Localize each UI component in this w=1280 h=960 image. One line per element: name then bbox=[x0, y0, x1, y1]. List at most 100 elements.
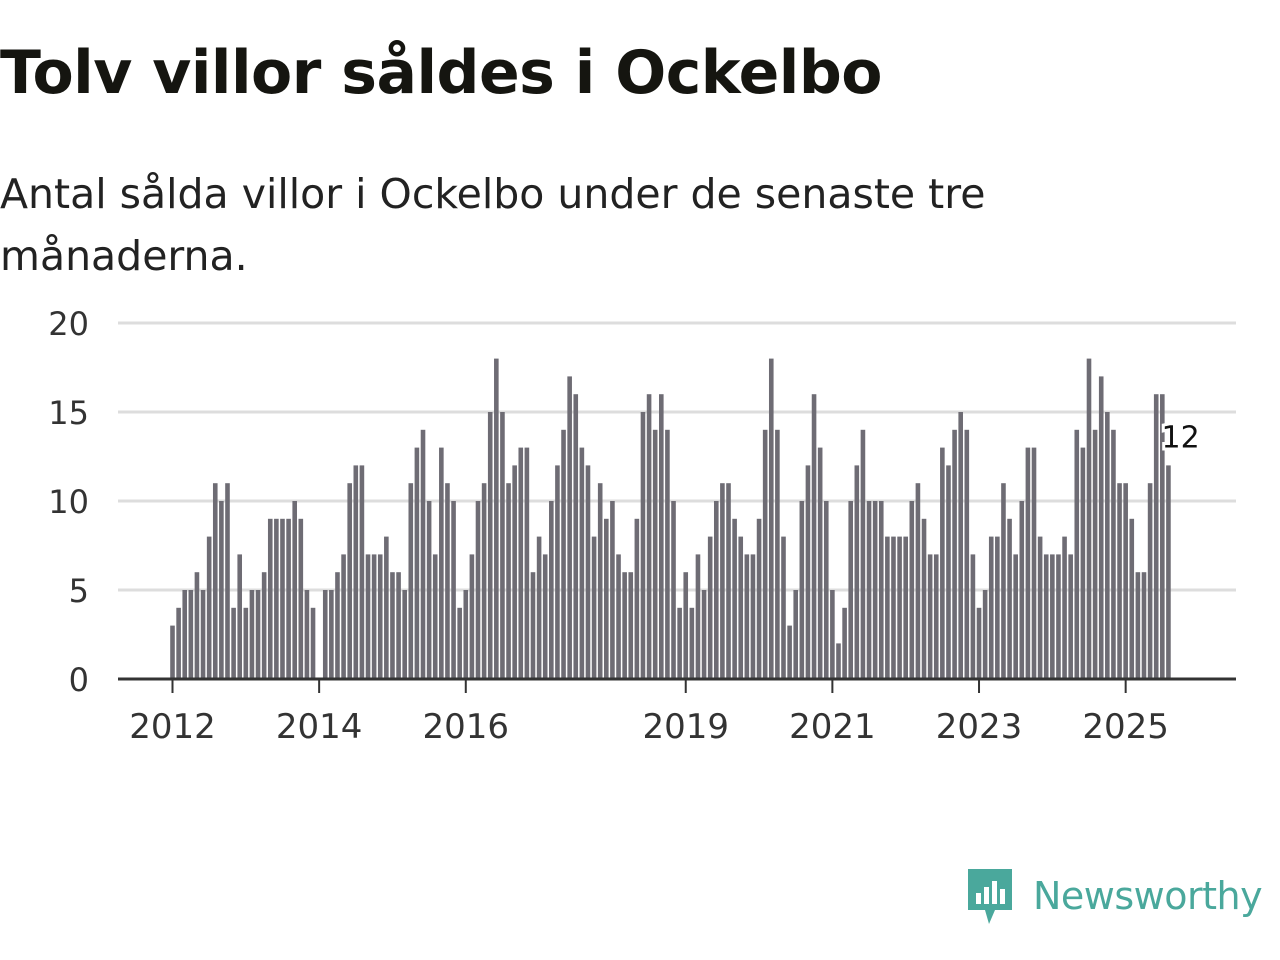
bar bbox=[451, 501, 456, 679]
bar bbox=[298, 518, 304, 679]
y-tick-label: 0 bbox=[69, 661, 89, 699]
bar bbox=[970, 554, 976, 679]
bar bbox=[402, 590, 407, 679]
bar bbox=[1123, 483, 1128, 679]
bar bbox=[225, 483, 230, 679]
bar bbox=[872, 501, 878, 679]
bar bbox=[1068, 554, 1073, 679]
x-tick-label: 2014 bbox=[276, 707, 363, 747]
y-axis-labels: 0 5 10 15 20 bbox=[48, 305, 89, 699]
bar bbox=[475, 501, 481, 679]
bar bbox=[445, 483, 450, 679]
bar bbox=[848, 501, 854, 679]
bar bbox=[555, 465, 560, 679]
bar bbox=[830, 590, 835, 679]
highlight-annotation: 12 bbox=[1159, 417, 1203, 458]
bar bbox=[1050, 554, 1055, 679]
bar bbox=[1013, 554, 1018, 679]
bar bbox=[384, 536, 389, 679]
bar bbox=[952, 429, 957, 679]
bar bbox=[1037, 536, 1043, 679]
bar bbox=[1007, 518, 1012, 679]
bar bbox=[200, 590, 206, 679]
bar bbox=[988, 536, 994, 679]
bar bbox=[585, 465, 591, 679]
bar bbox=[359, 465, 365, 679]
y-tick-label: 10 bbox=[48, 483, 89, 521]
bar bbox=[237, 554, 243, 679]
bar bbox=[536, 536, 542, 679]
bar bbox=[903, 536, 908, 679]
bar bbox=[518, 447, 524, 679]
bar bbox=[390, 572, 395, 679]
chart-title: Tolv villor såldes i Ockelbo bbox=[0, 38, 883, 108]
bar bbox=[377, 554, 383, 679]
bar bbox=[762, 429, 768, 679]
bar bbox=[909, 501, 915, 679]
bar bbox=[1153, 394, 1159, 679]
bar bbox=[787, 625, 792, 679]
bar bbox=[396, 572, 401, 679]
bar bbox=[1086, 358, 1092, 679]
bar bbox=[249, 590, 255, 679]
bar bbox=[1092, 429, 1098, 679]
bar bbox=[292, 501, 297, 679]
x-axis bbox=[118, 677, 1236, 693]
brand-name: Newsworthy bbox=[1033, 874, 1263, 918]
bar bbox=[506, 483, 511, 679]
bar bbox=[414, 447, 420, 679]
bar bbox=[683, 572, 689, 679]
bar bbox=[1031, 447, 1037, 679]
bar bbox=[524, 447, 530, 679]
bar bbox=[756, 518, 762, 679]
bar bbox=[286, 518, 291, 679]
bar bbox=[768, 358, 774, 679]
bar bbox=[206, 536, 212, 679]
bar bbox=[542, 554, 548, 679]
bar bbox=[1117, 483, 1122, 679]
bar bbox=[958, 412, 963, 679]
x-tick-label: 2016 bbox=[423, 707, 510, 747]
highlight-label: 12 bbox=[1162, 420, 1200, 455]
bar bbox=[1166, 465, 1171, 679]
bar bbox=[701, 590, 707, 679]
bar bbox=[738, 536, 744, 679]
bar bbox=[1001, 483, 1006, 679]
bar bbox=[713, 501, 719, 679]
bar bbox=[188, 590, 194, 679]
bar bbox=[616, 554, 621, 679]
bar bbox=[512, 465, 517, 679]
bar bbox=[1105, 412, 1110, 679]
bar bbox=[304, 590, 310, 679]
bar bbox=[579, 447, 585, 679]
bar bbox=[695, 554, 701, 679]
bar bbox=[964, 429, 970, 679]
gridlines bbox=[118, 321, 1236, 592]
bar bbox=[1141, 572, 1147, 679]
bar bbox=[432, 554, 438, 679]
bar bbox=[1074, 429, 1080, 679]
bar bbox=[426, 501, 432, 679]
bar bbox=[280, 518, 285, 679]
bar bbox=[1129, 518, 1135, 679]
bar bbox=[1147, 483, 1153, 679]
bar bbox=[1111, 429, 1116, 679]
bar bbox=[487, 412, 493, 679]
bar bbox=[463, 590, 469, 679]
newsworthy-logo-icon bbox=[968, 869, 1012, 924]
bar bbox=[1160, 394, 1165, 679]
bar bbox=[891, 536, 896, 679]
bar bbox=[805, 465, 811, 679]
bar bbox=[982, 590, 988, 679]
bar bbox=[469, 554, 475, 679]
bar bbox=[628, 572, 634, 679]
bar bbox=[261, 572, 267, 679]
bar bbox=[420, 429, 426, 679]
bar bbox=[573, 394, 579, 679]
bar bbox=[860, 429, 866, 679]
x-tick-label: 2021 bbox=[789, 707, 876, 747]
bar bbox=[652, 429, 658, 679]
bar bbox=[1019, 501, 1025, 679]
bar bbox=[927, 554, 933, 679]
x-tick-label: 2023 bbox=[936, 707, 1023, 747]
